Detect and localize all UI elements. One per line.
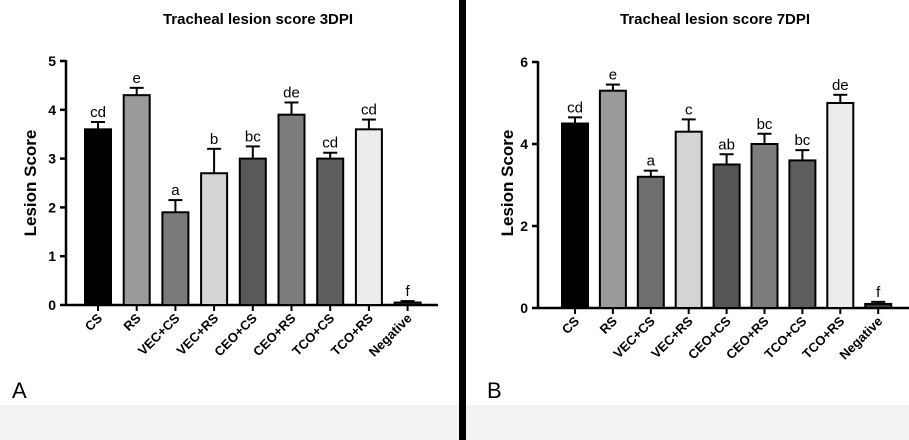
panel-a-bar-vec-cs (161, 211, 190, 306)
panel-b-category-label: RS (597, 313, 621, 337)
panel-a-significance-label: cd (90, 104, 106, 121)
panel-a-y-tick-label: 0 (48, 297, 56, 313)
panel-b-significance-label: a (647, 153, 656, 170)
panel-b-bar-negative (864, 302, 893, 309)
panel-a-title: Tracheal lesion score 3DPI (163, 11, 353, 28)
panel-b-letter: B (487, 378, 502, 403)
panel-a-bar-rs (122, 94, 151, 306)
panel-b-significance-label: bc (757, 116, 773, 133)
panel-a-significance-label: cd (361, 102, 377, 119)
panel-a-category-label: CEO+RS (250, 310, 299, 359)
bottom-band (0, 405, 909, 440)
panel-b-bar-vec-cs (636, 175, 665, 309)
panel-b-y-axis-label: Lesion Score (498, 130, 517, 237)
panel-b-title: Tracheal lesion score 7DPI (620, 11, 810, 28)
panel-b-significance-label: de (832, 77, 849, 94)
panel-a-category-label: RS (120, 310, 144, 334)
panel-a-bar-cs (84, 128, 112, 306)
panel-a-bar-ceo-cs (238, 157, 267, 306)
panel-b-bar-ceo-cs (712, 163, 741, 309)
panel-a-y-tick-label: 2 (48, 199, 56, 215)
panel-a-significance-label: de (283, 84, 300, 101)
panel-b-bar-cs (561, 122, 589, 309)
panel-a-bar-negative (393, 301, 422, 306)
panel-a-significance-label: b (210, 131, 218, 148)
panel-a-significance-label: bc (245, 128, 261, 145)
panel-a-significance-label: e (133, 70, 141, 87)
panel-a-y-axis-label: Lesion Score (21, 130, 40, 237)
panel-b-significance-label: ab (718, 136, 735, 153)
panel-b-bar-ceo-rs (750, 143, 779, 309)
panel-b-significance-label: e (609, 67, 617, 84)
panel-b-category-label: CS (559, 313, 583, 337)
panel-a-significance-label: a (171, 182, 180, 199)
panel-a-bar-vec-rs (200, 172, 229, 306)
panel-a-category-label: VEC+CS (135, 310, 183, 358)
panel-a-bar-tco-rs (354, 128, 383, 306)
panel-b-significance-label: bc (794, 132, 810, 149)
panel-b-bar-tco-cs (788, 159, 817, 309)
panel-b-significance-label: cd (567, 99, 583, 116)
panel-a-y-tick-label: 1 (48, 248, 56, 264)
panel-a-y-tick-label: 5 (48, 53, 56, 69)
panel-a-bar-tco-cs (316, 157, 345, 306)
panel-b-bar-vec-rs (674, 130, 703, 309)
panel-a-letter: A (12, 378, 27, 403)
panel-a-y-tick-label: 4 (48, 102, 56, 118)
panel-b-y-tick-label: 2 (520, 218, 528, 234)
panel-b-y-tick-label: 0 (520, 300, 528, 316)
panel-a-y-tick-label: 3 (48, 151, 56, 167)
panel-a-significance-label: f (406, 283, 411, 300)
panel-divider (459, 0, 466, 440)
panel-b-bar-tco-rs (826, 102, 855, 309)
panel-b-y-tick-label: 4 (520, 136, 528, 152)
panel-b-bar-rs (598, 89, 627, 309)
panel-a-bar-ceo-rs (277, 113, 306, 307)
panel-b-significance-label: f (876, 284, 881, 301)
panel-a-category-label: CS (82, 310, 106, 334)
panel-b-y-tick-label: 6 (520, 54, 528, 70)
panel-a-significance-label: cd (322, 135, 338, 152)
panel-a-category-label: Negative (366, 311, 415, 360)
panel-b-significance-label: c (685, 101, 693, 118)
